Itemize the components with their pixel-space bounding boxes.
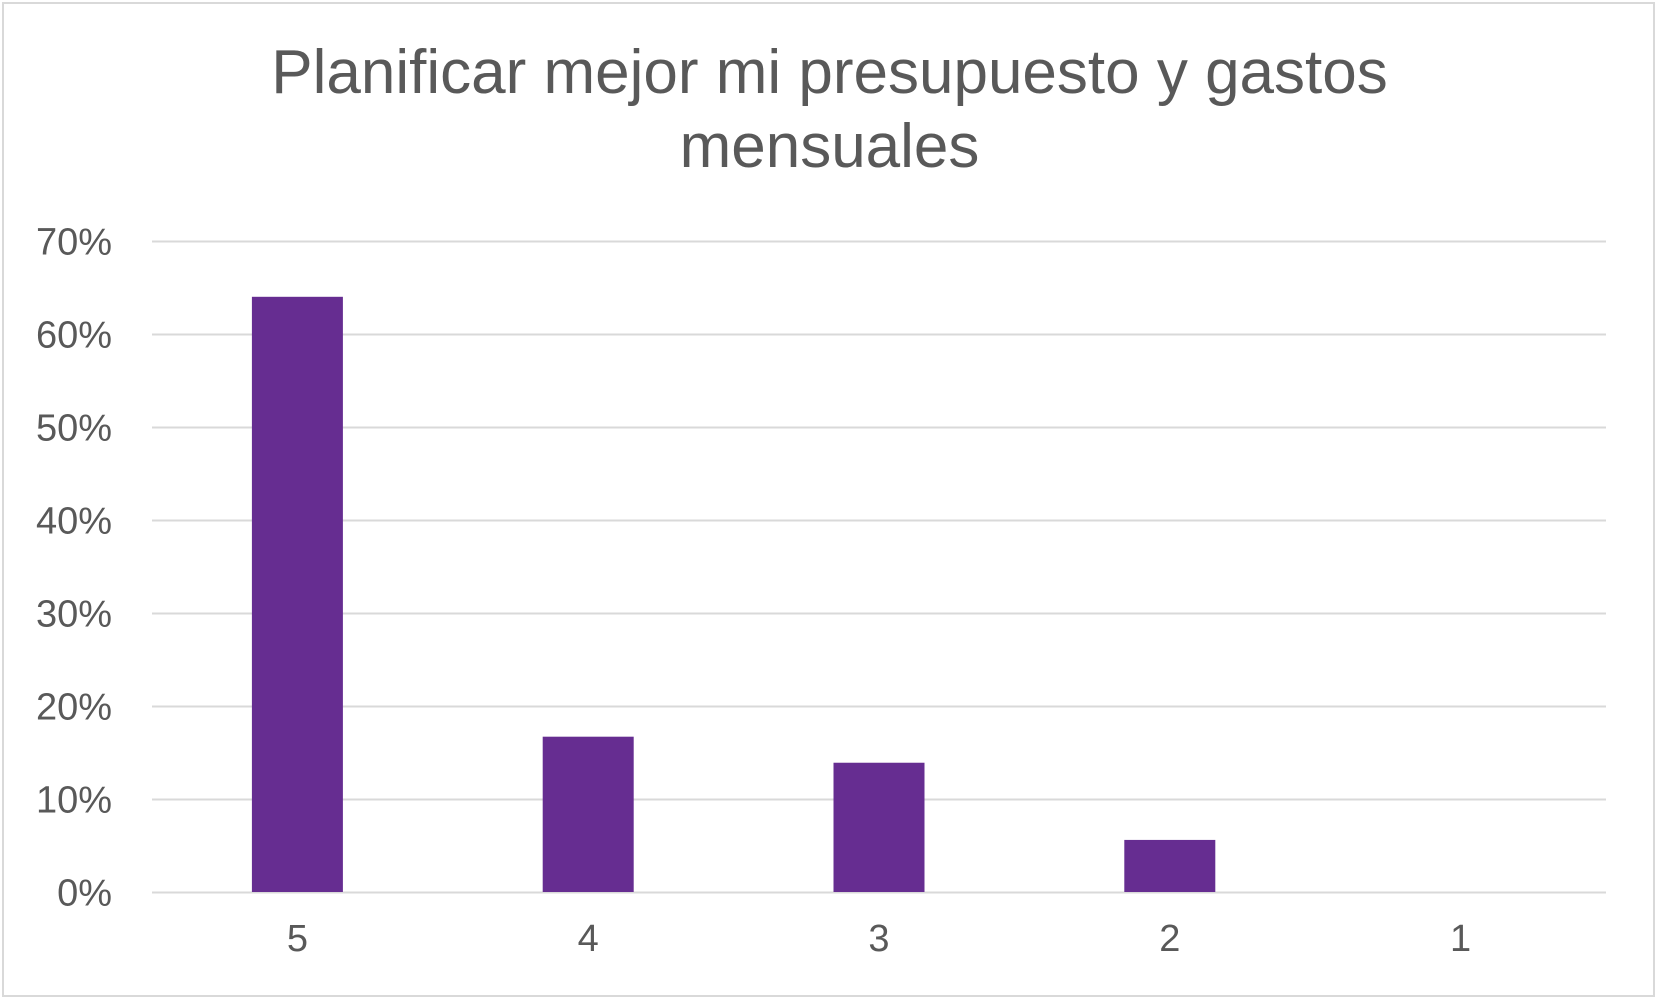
chart-title-line-1: Planificar mejor mi presupuesto y gastos — [271, 38, 1388, 107]
y-tick-label: 50% — [36, 408, 112, 450]
x-tick-label: 5 — [287, 918, 308, 960]
y-tick-label: 30% — [36, 594, 112, 636]
bar-3 — [833, 762, 925, 892]
y-tick-label: 60% — [36, 315, 112, 357]
y-tick-label: 40% — [36, 501, 112, 543]
y-tick-label: 0% — [57, 873, 112, 915]
x-tick-label: 2 — [1159, 918, 1180, 960]
bars — [251, 296, 1216, 892]
x-tick-label: 3 — [868, 918, 889, 960]
chart-title: Planificar mejor mi presupuesto y gastos… — [0, 36, 1659, 184]
x-tick-label: 1 — [1450, 918, 1471, 960]
bar-5 — [251, 296, 343, 892]
gridlines — [152, 240, 1606, 894]
bar-4 — [542, 736, 634, 892]
x-tick-label: 4 — [578, 918, 599, 960]
y-tick-label: 70% — [36, 222, 112, 264]
y-tick-label: 10% — [36, 780, 112, 822]
bar-2 — [1124, 839, 1216, 892]
axis-labels: 0% 10% 20% 30% 40% 50% 60% 70% 5 4 3 2 1 — [36, 222, 1471, 961]
y-tick-label: 20% — [36, 687, 112, 729]
chart-title-line-2: mensuales — [679, 112, 980, 181]
